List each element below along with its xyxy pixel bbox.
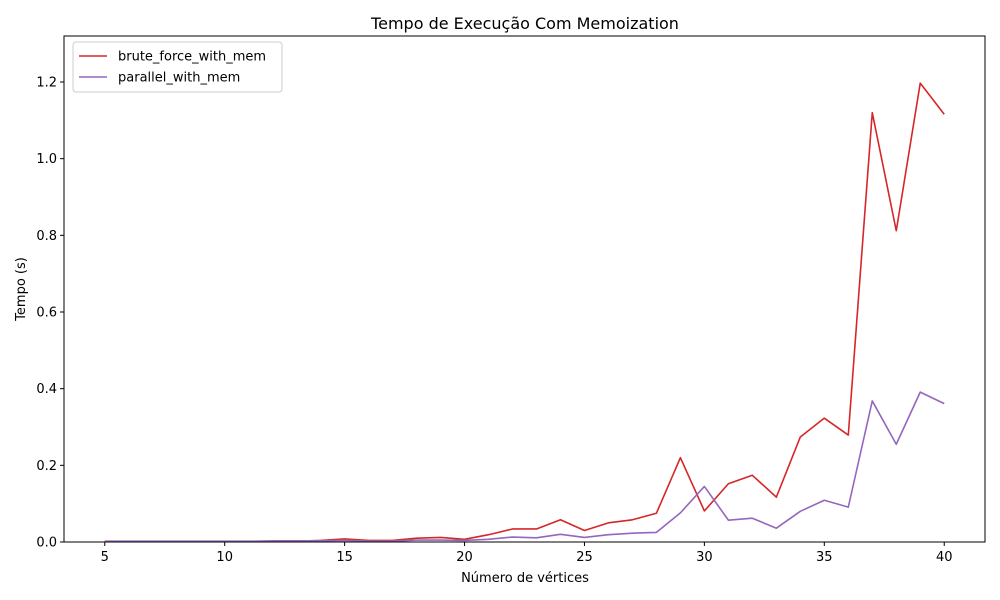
y-axis: 0.0 0.2 0.4 0.6 0.8 1.0 1.2 [36, 76, 64, 551]
y-tick-label: 1.2 [36, 76, 57, 91]
legend-label-brute-force-with-mem: brute_force_with_mem [118, 50, 266, 65]
x-tick-label: 10 [216, 550, 233, 565]
plot-frame [63, 35, 986, 543]
series-line-parallel-with-mem [104, 391, 945, 543]
x-tick-label: 35 [816, 550, 833, 565]
x-tick-label: 40 [936, 550, 953, 565]
x-tick-label: 20 [456, 550, 473, 565]
y-tick-label: 0.2 [36, 459, 57, 474]
chart-title: Tempo de Execução Com Memoization [370, 14, 679, 33]
y-axis-title: Tempo (s) [14, 257, 29, 322]
x-tick-label: 15 [336, 550, 353, 565]
y-tick-label: 1.0 [36, 152, 57, 167]
series-line-brute-force-with-mem [104, 82, 945, 543]
legend: brute_force_with_mem parallel_with_mem [72, 41, 283, 93]
y-tick-label: 0.4 [36, 382, 57, 397]
x-tick-label: 5 [101, 550, 109, 565]
x-tick-label: 25 [576, 550, 593, 565]
x-axis-title: Número de vértices [461, 571, 589, 586]
plot-area [104, 82, 945, 543]
y-tick-label: 0.8 [36, 229, 57, 244]
x-tick-label: 30 [696, 550, 713, 565]
y-tick-label: 0.0 [36, 536, 57, 551]
x-axis: 5 10 15 20 25 30 35 40 [101, 542, 953, 565]
legend-label-parallel-with-mem: parallel_with_mem [118, 71, 240, 86]
legend-box [72, 41, 283, 93]
y-tick-label: 0.6 [36, 306, 57, 321]
